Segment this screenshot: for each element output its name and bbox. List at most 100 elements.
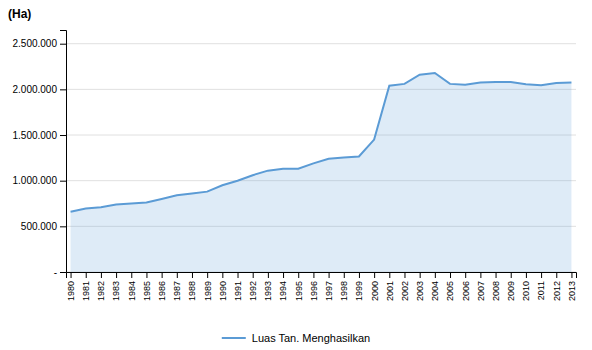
y-tick-label: 500.000 bbox=[21, 221, 58, 232]
x-tick-mark bbox=[177, 272, 178, 278]
y-tick: 2.000.000 bbox=[13, 84, 67, 95]
x-tick-mark bbox=[465, 272, 466, 278]
x-tick: 1983 bbox=[111, 272, 121, 301]
legend: Luas Tan. Menghasilkan bbox=[222, 332, 370, 344]
x-tick-label: 2006 bbox=[461, 281, 471, 301]
x-tick-label: 1993 bbox=[263, 281, 273, 301]
x-tick: 1995 bbox=[294, 272, 304, 301]
x-tick-mark bbox=[71, 272, 72, 278]
x-tick: 2013 bbox=[567, 272, 577, 301]
y-tick-mark bbox=[60, 272, 66, 273]
x-tick-mark bbox=[238, 272, 239, 278]
x-tick: 1985 bbox=[142, 272, 152, 301]
y-tick: 1.500.000 bbox=[13, 130, 67, 141]
x-tick-label: 1982 bbox=[96, 281, 106, 301]
x-axis: 1980198119821983198419851986198719881989… bbox=[66, 272, 577, 301]
y-tick-mark bbox=[60, 135, 66, 136]
x-tick-label: 2008 bbox=[491, 281, 501, 301]
x-tick-label: 2012 bbox=[552, 281, 562, 301]
x-tick-label: 2002 bbox=[400, 281, 410, 301]
x-tick-label: 1986 bbox=[157, 281, 167, 301]
y-axis-line bbox=[60, 31, 67, 273]
x-tick-label: 1995 bbox=[294, 281, 304, 301]
x-tick: 1987 bbox=[172, 272, 182, 301]
x-tick-label: 1985 bbox=[142, 281, 152, 301]
x-tick-mark bbox=[222, 272, 223, 278]
x-tick-mark bbox=[359, 272, 360, 278]
line bbox=[71, 73, 572, 212]
marks bbox=[71, 73, 572, 272]
y-tick: 1.000.000 bbox=[13, 175, 67, 186]
x-tick-label: 2003 bbox=[415, 281, 425, 301]
x-axis-line bbox=[67, 273, 577, 279]
x-tick-label: 1980 bbox=[66, 281, 76, 301]
x-tick-label: 1996 bbox=[309, 281, 319, 301]
x-tick-mark bbox=[435, 272, 436, 278]
x-tick-mark bbox=[268, 272, 269, 278]
x-tick-label: 1999 bbox=[354, 281, 364, 301]
y-axis: -500.0001.000.0001.500.0002.000.0002.500… bbox=[13, 31, 67, 278]
x-tick: 1991 bbox=[233, 272, 243, 301]
x-tick: 2003 bbox=[415, 272, 425, 301]
plot: 1980198119821983198419851986198719881989… bbox=[13, 31, 577, 302]
x-tick-mark bbox=[344, 272, 345, 278]
x-tick-label: 2004 bbox=[430, 281, 440, 301]
x-tick: 1998 bbox=[339, 272, 349, 301]
legend-label: Luas Tan. Menghasilkan bbox=[252, 332, 370, 344]
x-tick: 2005 bbox=[445, 272, 455, 301]
x-tick: 1982 bbox=[96, 272, 106, 301]
x-tick-label: 1983 bbox=[111, 281, 121, 301]
x-tick: 2002 bbox=[400, 272, 410, 301]
x-tick-mark bbox=[116, 272, 117, 278]
y-tick-mark bbox=[60, 181, 66, 182]
x-tick: 1996 bbox=[309, 272, 319, 301]
x-tick-label: 1998 bbox=[339, 281, 349, 301]
x-tick-mark bbox=[192, 272, 193, 278]
x-tick: 2010 bbox=[521, 272, 531, 301]
x-tick-label: 1994 bbox=[278, 281, 288, 301]
chart: 1980198119821983198419851986198719881989… bbox=[0, 0, 592, 350]
x-tick-label: 1997 bbox=[324, 281, 334, 301]
x-tick: 1997 bbox=[324, 272, 334, 301]
x-tick-label: 1988 bbox=[187, 281, 197, 301]
x-tick: 2006 bbox=[461, 272, 471, 301]
x-tick-label: 1990 bbox=[218, 281, 228, 301]
x-tick: 1993 bbox=[263, 272, 273, 301]
x-tick-mark bbox=[329, 272, 330, 278]
x-tick-mark bbox=[420, 272, 421, 278]
x-tick-mark bbox=[146, 272, 147, 278]
x-tick-label: 1981 bbox=[81, 281, 91, 301]
x-tick: 1999 bbox=[354, 272, 364, 301]
y-tick-label: - bbox=[54, 267, 57, 278]
x-tick-mark bbox=[313, 272, 314, 278]
x-tick: 2012 bbox=[552, 272, 562, 301]
x-tick-mark bbox=[450, 272, 451, 278]
x-tick-mark bbox=[162, 272, 163, 278]
x-tick-label: 2001 bbox=[385, 281, 395, 301]
x-tick-mark bbox=[101, 272, 102, 278]
x-tick-mark bbox=[404, 272, 405, 278]
y-tick: 500.000 bbox=[21, 221, 66, 232]
x-tick-label: 1989 bbox=[203, 281, 213, 301]
legend-item: Luas Tan. Menghasilkan bbox=[222, 332, 370, 344]
x-tick-label: 2013 bbox=[567, 281, 577, 301]
x-tick-mark bbox=[496, 272, 497, 278]
x-tick-mark bbox=[374, 272, 375, 278]
x-tick: 1981 bbox=[81, 272, 91, 301]
x-tick-mark bbox=[526, 272, 527, 278]
grid bbox=[66, 44, 576, 272]
x-tick-mark bbox=[556, 272, 557, 278]
x-tick: 2004 bbox=[430, 272, 440, 301]
y-tick-mark bbox=[60, 89, 66, 90]
x-tick: 1992 bbox=[248, 272, 258, 301]
legend-swatch bbox=[222, 337, 246, 339]
x-tick-label: 2007 bbox=[476, 281, 486, 301]
y-tick-label: 2.000.000 bbox=[13, 84, 58, 95]
x-tick-mark bbox=[253, 272, 254, 278]
x-tick-label: 2000 bbox=[370, 281, 380, 301]
x-tick-label: 1992 bbox=[248, 281, 258, 301]
x-tick-mark bbox=[389, 272, 390, 278]
x-tick-label: 1987 bbox=[172, 281, 182, 301]
y-tick-mark bbox=[60, 226, 66, 227]
x-tick-mark bbox=[86, 272, 87, 278]
